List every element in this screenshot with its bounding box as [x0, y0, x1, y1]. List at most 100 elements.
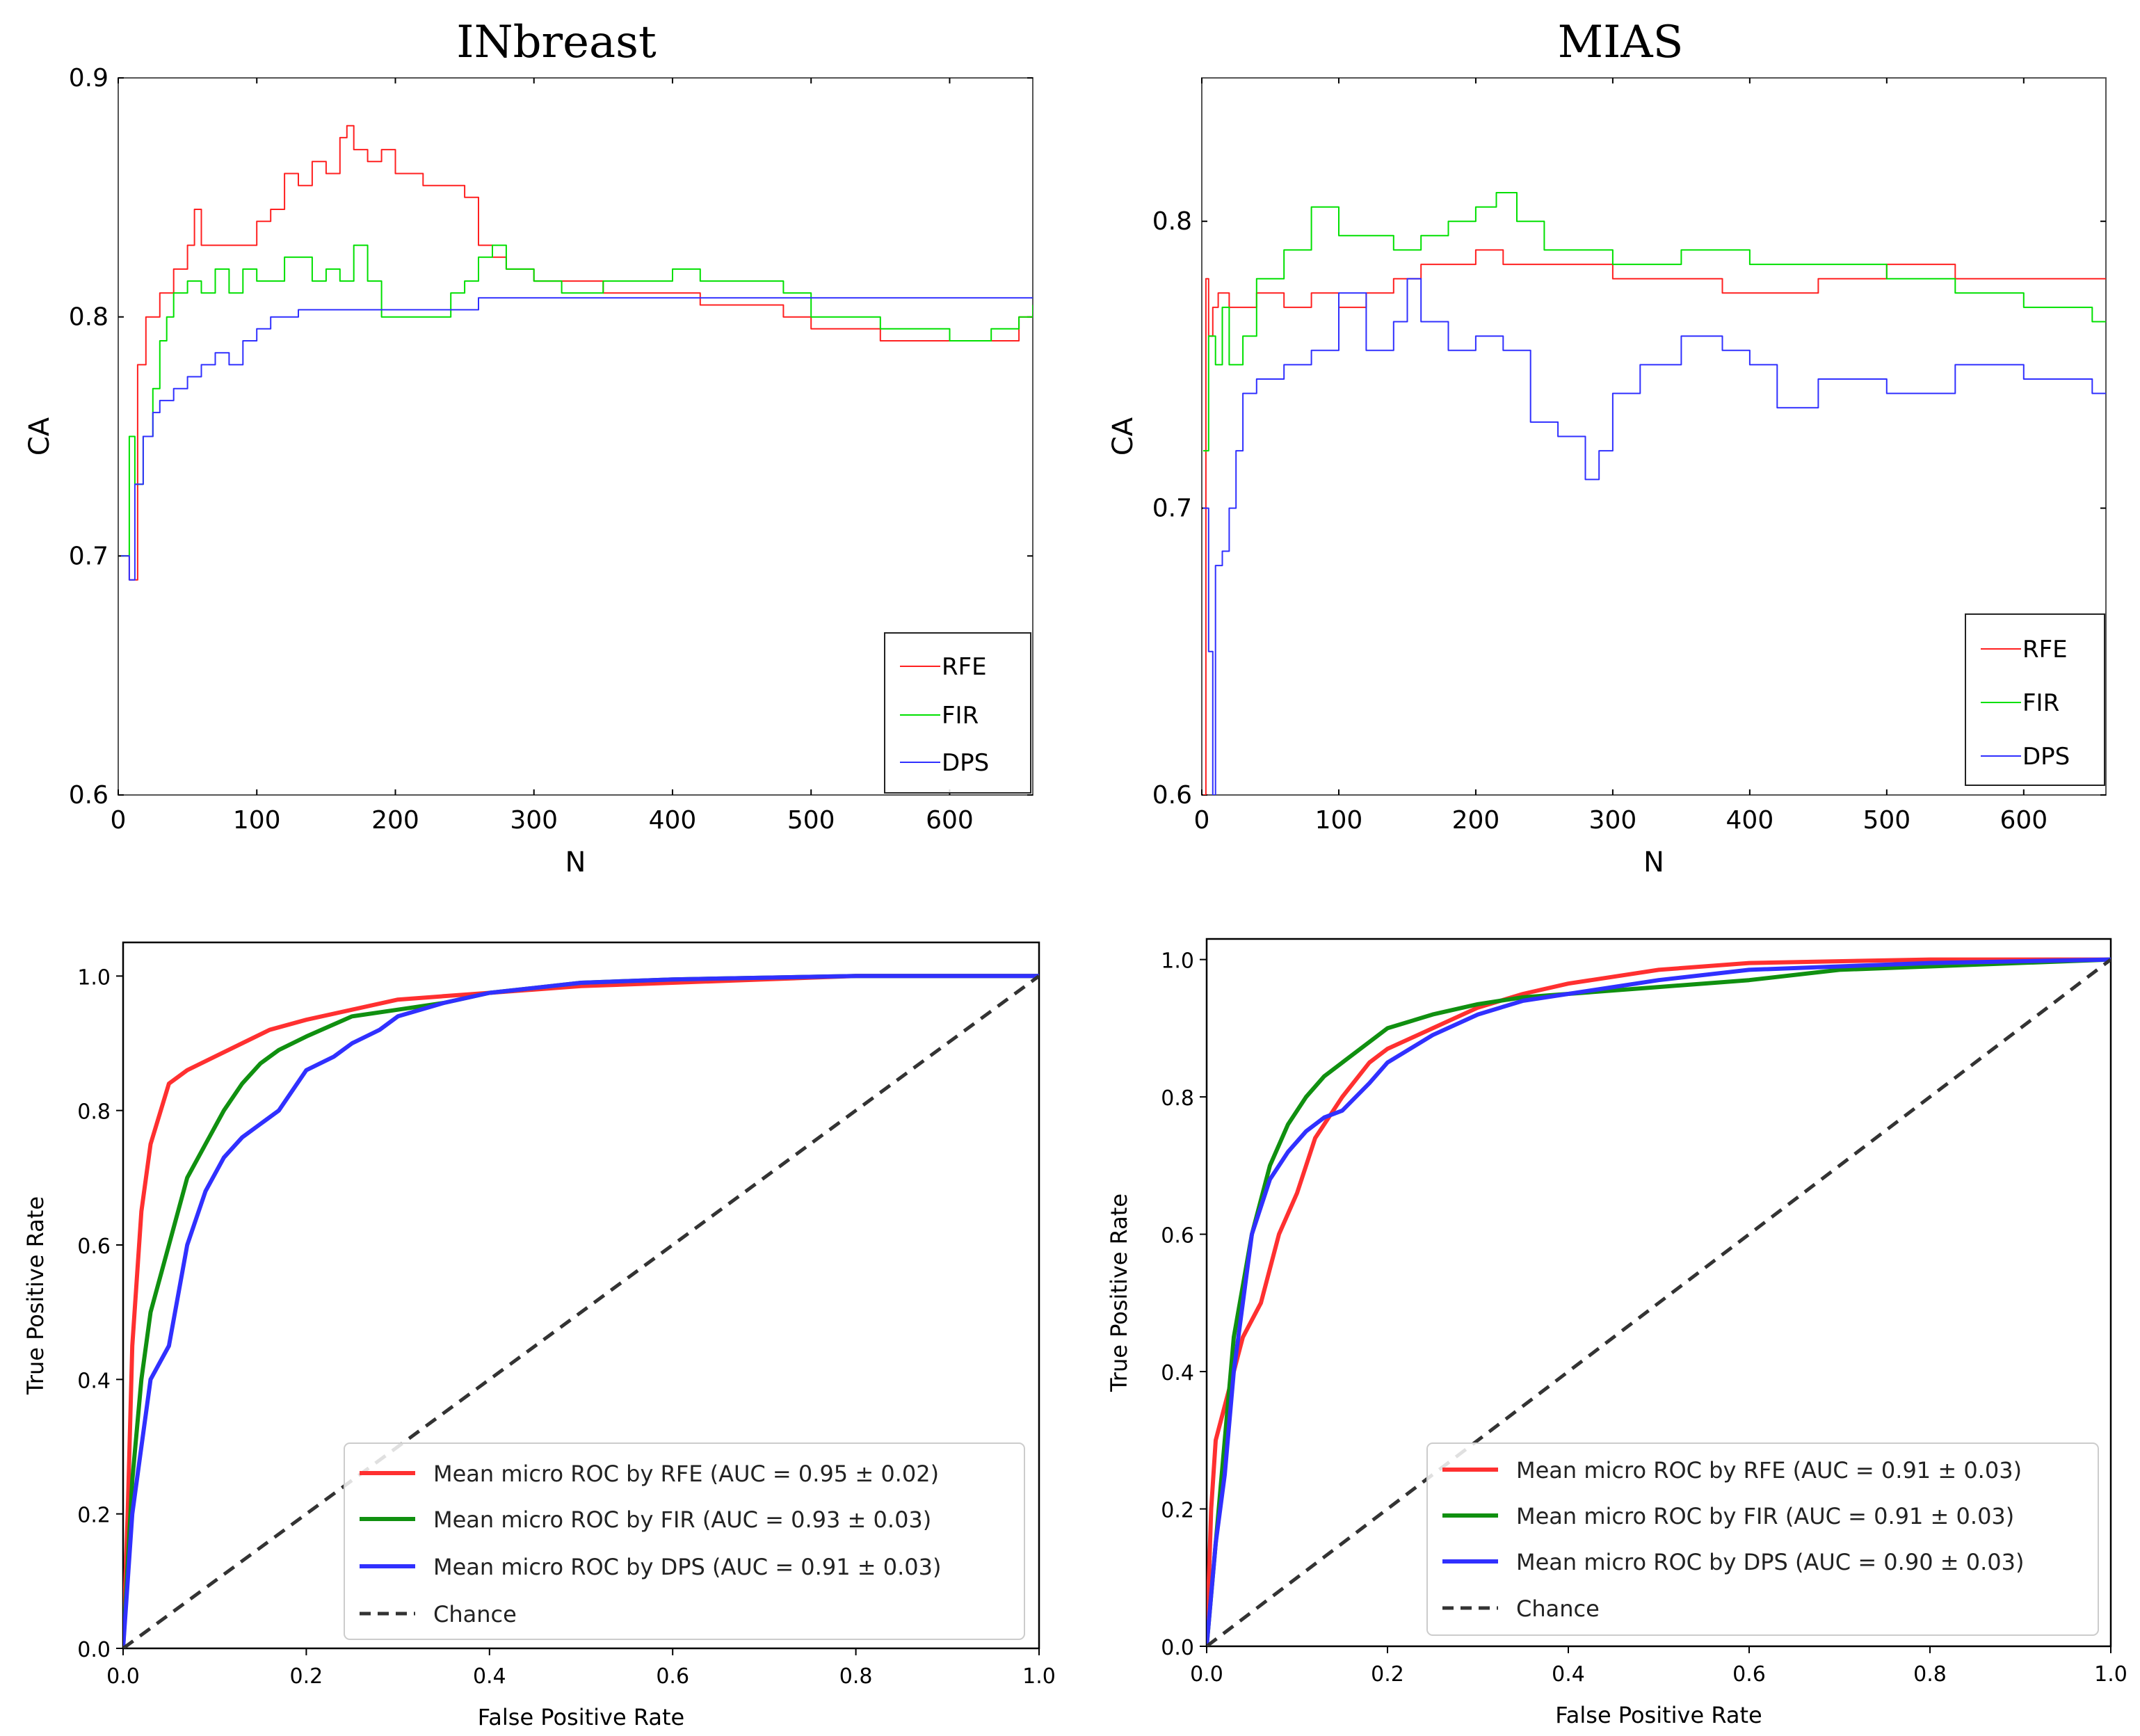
chart-panel-1: INbreast 0 100 200 300 400 500 600 0.6 0.7 0.8 0.9 N… [24, 17, 1033, 878]
y-tick-label: 0.7 [69, 542, 108, 570]
legend-entry: Chance [1516, 1596, 1600, 1622]
x-tick-label: 400 [649, 806, 697, 835]
x-tick-label: 0.8 [839, 1664, 873, 1689]
chart-panel-4: 0.0 0.2 0.4 0.6 0.8 1.0 0.0 0.2 0.4 0.6 0.8 1.0 Fals… [1106, 938, 2127, 1728]
x-tick-label: 200 [1452, 806, 1500, 835]
y-tick-label: 0.4 [77, 1369, 111, 1393]
y-tick-label: 1.0 [1161, 949, 1194, 974]
legend-box [1426, 1442, 2099, 1636]
legend: Mean micro ROC by RFE (AUC = 0.95 ± 0.02… [344, 1442, 1025, 1640]
series-line-fir [121, 244, 1033, 557]
chart-panel-3: 0.0 0.2 0.4 0.6 0.8 1.0 0.0 0.2 0.4 0.6 0.8 1.0 Fals… [22, 941, 1056, 1730]
y-tick-label: 0.6 [1161, 1224, 1194, 1248]
legend-entry: RFE [2022, 636, 2068, 664]
x-tick-label: 300 [510, 806, 558, 835]
x-tick-label: 0.0 [106, 1664, 140, 1689]
legend-entry: Mean micro ROC by DPS (AUC = 0.91 ± 0.03… [433, 1554, 941, 1580]
y-tick-label: 0.8 [77, 1100, 111, 1125]
series-line-fir [1203, 192, 2106, 452]
x-axis-label: N [1643, 846, 1664, 878]
x-tick-label: 0.4 [1552, 1662, 1585, 1687]
y-axis-label: CA [24, 417, 56, 456]
legend: RFE FIR DPS [1965, 613, 2105, 786]
x-tick-label: 0 [111, 806, 127, 835]
series-group [121, 124, 1033, 581]
x-axis-label: False Positive Rate [478, 1704, 684, 1730]
series-line-rfe [121, 124, 1033, 581]
legend-box [884, 632, 1031, 794]
series-line-mean-micro-roc-by-fir-auc-0-91-0-03 [1207, 957, 2111, 1646]
y-tick-label: 1.0 [77, 965, 111, 990]
x-tick-label: 0.6 [1732, 1662, 1766, 1687]
series-line-chance [123, 974, 1039, 1648]
y-tick-label: 0.8 [1161, 1086, 1194, 1111]
y-tick-label: 0.0 [77, 1638, 111, 1662]
legend-entry: Mean micro ROC by FIR (AUC = 0.91 ± 0.03… [1516, 1503, 2014, 1529]
x-tick-label: 200 [371, 806, 419, 835]
plot-area [1205, 938, 2112, 1648]
y-axis-label: CA [1107, 417, 1139, 456]
series-line-mean-micro-roc-by-rfe-auc-0-95-0-02 [123, 974, 1039, 1648]
x-tick-label: 600 [926, 806, 974, 835]
chart-panel-2: MIAS 0 100 200 300 400 500 600 0.6 0.7 0.8 N CA RFE FI… [1107, 17, 2107, 878]
series-group [1203, 192, 2106, 795]
y-tick-label: 0.8 [69, 303, 108, 332]
x-tick-label: 0.4 [473, 1664, 506, 1689]
y-tick-label: 0.6 [77, 1235, 111, 1259]
y-tick-label: 0.7 [1152, 495, 1192, 523]
series-line-mean-micro-roc-by-dps-auc-0-91-0-03 [123, 974, 1039, 1648]
x-tick-label: 1.0 [1022, 1664, 1056, 1689]
legend-entry: FIR [942, 702, 979, 730]
legend-entry: DPS [2022, 743, 2070, 771]
y-tick-label: 0.6 [1152, 781, 1192, 810]
x-tick-label: 400 [1726, 806, 1774, 835]
y-tick-label: 0.0 [1161, 1636, 1194, 1660]
x-tick-label: 0.2 [1371, 1662, 1404, 1687]
chart-title: MIAS [1558, 17, 1684, 68]
x-tick-label: 100 [1315, 806, 1363, 835]
x-tick-label: 300 [1589, 806, 1637, 835]
y-axis-label: True Positive Rate [22, 1196, 49, 1395]
plot-area [122, 941, 1040, 1650]
x-tick-label: 0 [1194, 806, 1210, 835]
x-tick-label: 0.0 [1190, 1662, 1223, 1687]
legend: Mean micro ROC by RFE (AUC = 0.91 ± 0.03… [1426, 1442, 2099, 1636]
y-axis-label: True Positive Rate [1106, 1194, 1132, 1392]
x-tick-label: 0.8 [1913, 1662, 1947, 1687]
x-axis-label: False Positive Rate [1555, 1702, 1762, 1728]
legend-entry: Mean micro ROC by RFE (AUC = 0.95 ± 0.02… [433, 1461, 939, 1487]
series-line-dps [121, 297, 1033, 581]
y-tick-label: 0.6 [69, 781, 108, 810]
series-group [123, 974, 1039, 1648]
legend-entry: Mean micro ROC by FIR (AUC = 0.93 ± 0.03… [433, 1506, 931, 1533]
y-tick-label: 0.9 [69, 64, 108, 93]
legend-box [344, 1442, 1025, 1640]
legend-entry: Chance [433, 1601, 517, 1628]
legend-entry: Mean micro ROC by DPS (AUC = 0.90 ± 0.03… [1516, 1549, 2024, 1575]
x-tick-label: 100 [233, 806, 281, 835]
x-tick-label: 500 [1863, 806, 1910, 835]
series-line-mean-micro-roc-by-dps-auc-0-90-0-03 [1207, 957, 2111, 1646]
plot-area [118, 77, 1033, 796]
series-line-chance [1207, 958, 2111, 1646]
series-group [1207, 957, 2111, 1646]
plot-area [1201, 77, 2107, 796]
y-tick-label: 0.4 [1161, 1361, 1194, 1385]
legend-entry: FIR [2022, 689, 2059, 717]
chart-title: INbreast [456, 17, 657, 68]
x-tick-label: 1.0 [2094, 1662, 2127, 1687]
y-tick-label: 0.2 [77, 1504, 111, 1528]
x-tick-label: 500 [787, 806, 835, 835]
legend-entry: DPS [942, 749, 989, 777]
series-line-dps [1203, 278, 2106, 795]
x-axis-label: N [565, 846, 586, 878]
legend: RFE FIR DPS [884, 632, 1031, 794]
y-tick-label: 0.2 [1161, 1499, 1194, 1523]
y-tick-label: 0.8 [1152, 207, 1192, 236]
x-tick-label: 0.6 [656, 1664, 689, 1689]
x-tick-label: 600 [2000, 806, 2048, 835]
x-tick-label: 0.2 [290, 1664, 323, 1689]
legend-entry: Mean micro ROC by RFE (AUC = 0.91 ± 0.03… [1516, 1457, 2022, 1484]
legend-entry: RFE [942, 653, 987, 681]
